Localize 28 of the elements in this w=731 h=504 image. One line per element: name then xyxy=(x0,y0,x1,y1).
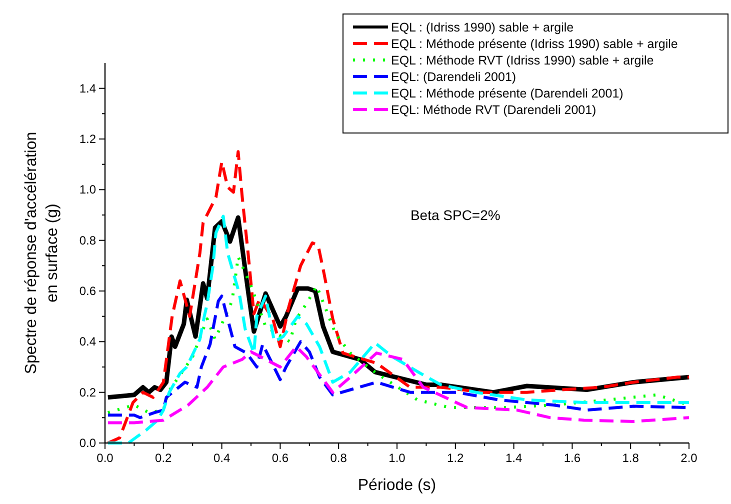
y-tick-label: 1.0 xyxy=(79,182,96,197)
x-tick-label: 0.6 xyxy=(272,451,289,465)
x-tick-label: 1.2 xyxy=(447,451,464,465)
legend-label: EQL : Méthode présente (Idriss 1990) sable + argile xyxy=(391,37,678,51)
x-tick-label: 0.4 xyxy=(213,451,230,465)
annotation: Beta SPC=2% xyxy=(410,207,500,223)
x-tick-label: 1.8 xyxy=(622,451,640,465)
y-tick-label: 0.0 xyxy=(79,436,96,450)
legend-label: EQL: (Darendeli 2001) xyxy=(391,70,516,84)
legend-label: EQL : Méthode présente (Darendeli 2001) xyxy=(391,86,624,100)
y-tick-label: 0.6 xyxy=(79,284,96,298)
x-tick-label: 2.0 xyxy=(680,451,698,465)
y-tick-label: 0.2 xyxy=(79,385,96,400)
x-tick-label: 1.0 xyxy=(388,451,406,465)
x-axis-title: Période (s) xyxy=(358,477,436,494)
y-tick-label: 0.8 xyxy=(79,233,96,248)
x-tick-label: 0.2 xyxy=(155,451,172,465)
y-axis-title: Spectre de réponse d'accélération en surface (g) xyxy=(23,132,61,374)
y-tick-label: 1.4 xyxy=(79,81,96,96)
legend-label: EQL : (Idriss 1990) sable + argile xyxy=(391,20,574,34)
x-tick-label: 0.0 xyxy=(96,451,114,465)
legend-label: EQL: Méthode RVT (Darendeli 2001) xyxy=(391,103,596,117)
y-tick-label: 0.4 xyxy=(79,334,96,349)
x-tick-label: 1.6 xyxy=(564,451,581,465)
y-tick-label: 1.2 xyxy=(79,132,96,146)
x-tick-label: 0.8 xyxy=(330,451,348,465)
legend-label: EQL : Méthode RVT (Idriss 1990) sable + argile xyxy=(391,54,654,68)
x-tick-label: 1.4 xyxy=(505,451,522,465)
